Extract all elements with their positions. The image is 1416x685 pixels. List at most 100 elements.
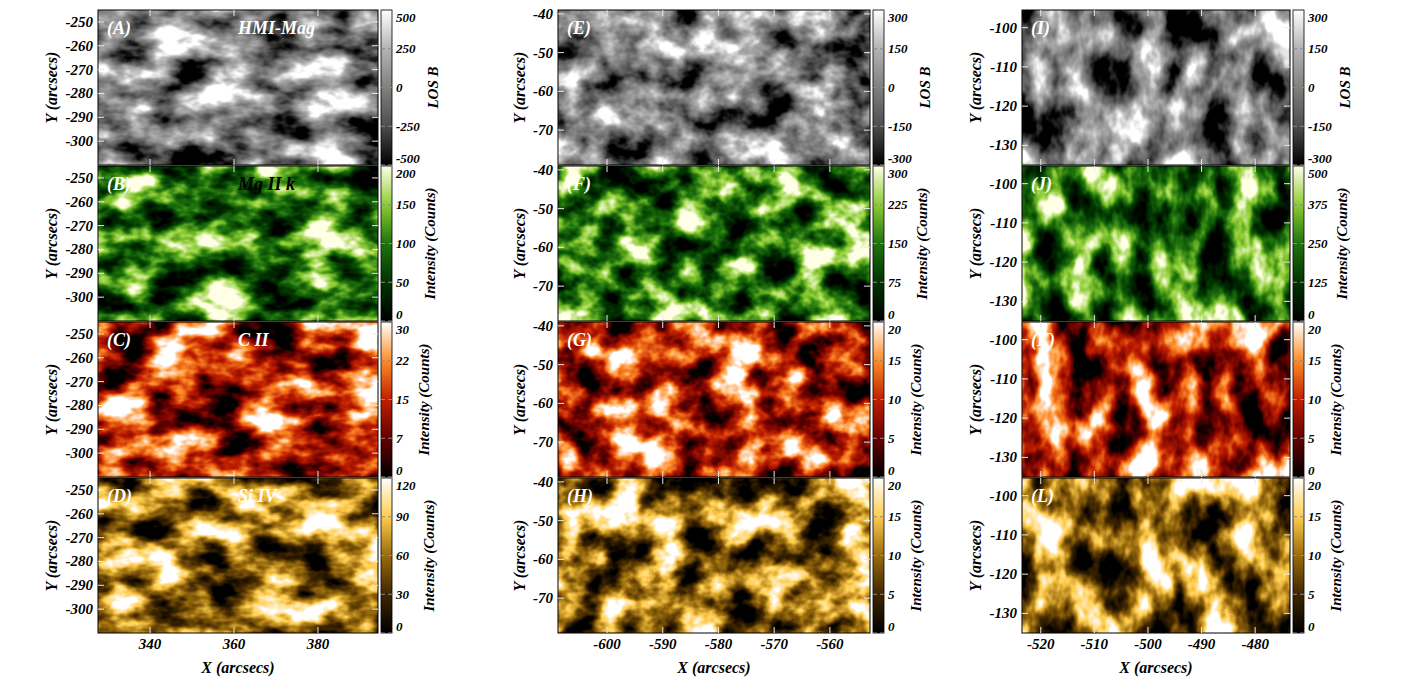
colorbar-tick (1293, 633, 1304, 634)
colorbar-tick (381, 594, 392, 595)
panel: -130-120-110-100Y (arcsecs)(J)0125250375… (967, 166, 1351, 322)
x-tick (1147, 166, 1148, 321)
y-tick (98, 273, 378, 274)
colorbar-tick-label: 10 (1308, 392, 1322, 407)
y-tick (98, 249, 378, 250)
colorbar-tick-label: 20 (1307, 322, 1322, 337)
colorbar-tick (381, 10, 392, 11)
x-tick-label: -600 (593, 636, 621, 652)
panel-label: (C) (107, 330, 131, 351)
y-tick-label: -120 (990, 410, 1018, 426)
colorbar-tick-label: 150 (888, 236, 908, 251)
y-tick-label: -60 (533, 551, 553, 567)
frame (98, 478, 378, 633)
y-tick (558, 208, 870, 209)
y-tick-label: -300 (66, 289, 94, 305)
image (558, 166, 870, 321)
colorbar-label: Intensity (Counts) (422, 187, 439, 300)
colorbar-label: Intensity (Counts) (914, 187, 931, 300)
y-tick (98, 45, 378, 46)
x-tick (1201, 166, 1202, 321)
colorbar-tick (381, 555, 392, 556)
y-tick (558, 325, 870, 326)
image (558, 10, 870, 165)
x-tick (774, 478, 775, 633)
colorbar-tick-label: 15 (396, 392, 410, 407)
y-tick (98, 357, 378, 358)
panel-title: C II (238, 330, 270, 350)
y-tick-label: -100 (990, 332, 1018, 348)
colorbar-tick (873, 87, 884, 88)
y-tick-label: -300 (66, 133, 94, 149)
panel-label: (K) (1031, 330, 1055, 351)
colorbar-tick-label: 20 (887, 322, 902, 337)
colorbar-tick (381, 165, 392, 166)
colorbar-tick-label: 0 (396, 307, 403, 322)
y-tick (98, 453, 378, 454)
colorbar-tick-label: 300 (887, 10, 908, 25)
colorbar (873, 166, 884, 321)
colorbar-tick-label: 15 (1308, 509, 1322, 524)
colorbar-tick (873, 555, 884, 556)
panel: -300-290-280-270-260-250Y (arcsecs)(B)Mg… (43, 166, 439, 322)
colorbar-tick-label: 15 (888, 353, 902, 368)
x-tick (607, 322, 608, 477)
x-tick (150, 10, 151, 165)
y-tick-label: -280 (66, 397, 94, 413)
y-tick (558, 286, 870, 287)
colorbar-label: LOS B (425, 66, 441, 109)
y-tick (1022, 183, 1290, 184)
y-tick (98, 561, 378, 562)
colorbar-tick-label: 90 (396, 509, 410, 524)
colorbar-tick (381, 477, 392, 478)
y-axis-title: Y (arcsecs) (511, 208, 529, 280)
y-tick (1022, 106, 1290, 107)
y-tick (558, 130, 870, 131)
image (98, 10, 378, 165)
colorbar-tick-label: 200 (395, 166, 416, 181)
colorbar-tick-label: 250 (395, 41, 416, 56)
colorbar-tick-label: -300 (1308, 151, 1332, 166)
colorbar-tick-label: 0 (888, 80, 895, 95)
colorbar-label: Intensity (Counts) (421, 499, 438, 612)
panel-label: (D) (107, 486, 132, 507)
x-axis-title: X (arcsecs) (1118, 659, 1192, 677)
colorbar-tick (873, 399, 884, 400)
x-tick (774, 322, 775, 477)
y-tick-label: -60 (533, 239, 553, 255)
x-tick (317, 322, 318, 477)
x-tick (1201, 10, 1202, 165)
y-tick (98, 117, 378, 118)
y-tick-label: -290 (66, 109, 94, 125)
y-axis-title: Y (arcsecs) (43, 520, 61, 592)
y-tick-label: -280 (66, 85, 94, 101)
colorbar-tick (873, 438, 884, 439)
frame (1022, 322, 1290, 477)
colorbar-tick (1293, 555, 1304, 556)
y-tick (558, 520, 870, 521)
colorbar-tick-label: 15 (1308, 353, 1322, 368)
colorbar-tick (1293, 516, 1304, 517)
y-tick (1022, 457, 1290, 458)
colorbar-tick-label: 22 (395, 353, 410, 368)
panel-label: (G) (567, 330, 592, 351)
y-tick (98, 513, 378, 514)
x-tick (1094, 478, 1095, 633)
x-tick (607, 166, 608, 321)
panel-label: (F) (567, 174, 591, 195)
y-tick-label: -50 (533, 201, 553, 217)
colorbar-tick-label: -500 (396, 151, 420, 166)
y-tick (558, 403, 870, 404)
colorbar-tick (1293, 243, 1304, 244)
x-tick (317, 166, 318, 321)
colorbar (1293, 166, 1304, 321)
colorbar-tick (873, 10, 884, 11)
colorbar-label: Intensity (Counts) (908, 343, 925, 456)
frame (1022, 478, 1290, 633)
colorbar-tick (381, 87, 392, 88)
colorbar-tick-label: 500 (1308, 166, 1328, 181)
colorbar-label: LOS B (917, 66, 933, 109)
colorbar-tick (1293, 166, 1304, 167)
colorbar-tick-label: -150 (888, 119, 912, 134)
x-tick (662, 322, 663, 477)
